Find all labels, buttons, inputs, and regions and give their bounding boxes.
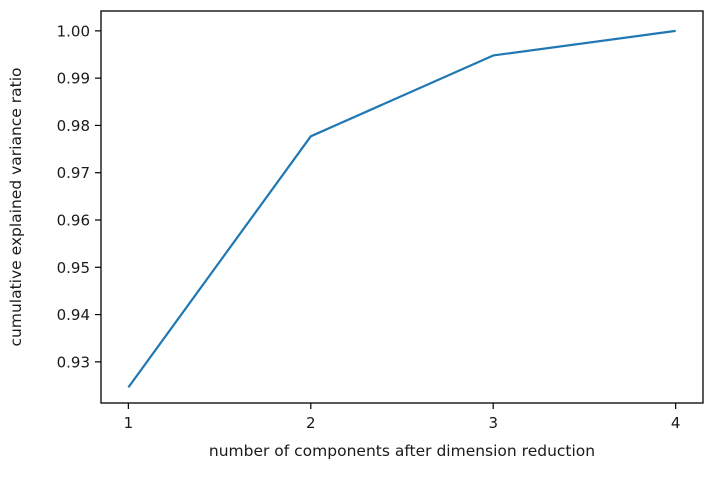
axes-spines [100,10,704,404]
x-axis-label: number of components after dimension red… [209,442,595,460]
y-tick-label: 0.94 [57,306,90,324]
y-tick-label: 0.96 [57,212,90,230]
x-tick-label: 4 [671,414,681,432]
x-tick-label: 1 [124,414,134,432]
y-tick-label: 0.97 [57,164,90,182]
y-axis-label: cumulative explained variance ratio [7,68,25,347]
x-tick-label: 3 [488,414,498,432]
y-tick-label: 0.99 [57,70,90,88]
y-tick-label: 0.95 [57,259,90,277]
y-tick-label: 0.98 [57,117,90,135]
y-tick-label: 0.93 [57,353,90,371]
y-tick-label: 1.00 [57,22,90,40]
plot-layer: 1 2 3 4 0.93 0.94 0.95 0.96 0.97 0.98 0.99 1.00 [57,10,704,432]
data-line [127,29,676,389]
x-tick-label: 2 [306,414,316,432]
